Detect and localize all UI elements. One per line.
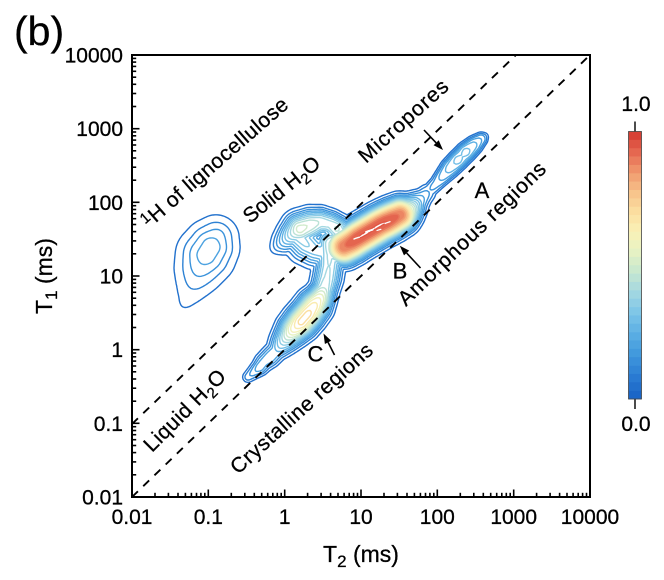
svg-text:C: C	[308, 342, 324, 367]
svg-text:A: A	[475, 178, 490, 203]
svg-text:10000: 10000	[561, 506, 619, 529]
svg-text:1: 1	[111, 339, 123, 362]
svg-text:0.01: 0.01	[82, 487, 123, 510]
svg-text:0.1: 0.1	[194, 506, 223, 529]
svg-text:B: B	[393, 259, 408, 284]
svg-text:10000: 10000	[65, 45, 123, 68]
svg-text:0.1: 0.1	[94, 413, 123, 436]
svg-text:T1 (ms): T1 (ms)	[31, 238, 61, 314]
svg-text:T2 (ms): T2 (ms)	[323, 541, 399, 571]
svg-text:0.01: 0.01	[112, 506, 153, 529]
svg-text:1: 1	[279, 506, 291, 529]
svg-text:0.0: 0.0	[621, 413, 650, 436]
svg-text:1000: 1000	[490, 506, 537, 529]
svg-text:10: 10	[100, 266, 123, 289]
svg-text:100: 100	[88, 192, 123, 215]
svg-text:10: 10	[349, 506, 372, 529]
svg-text:(b): (b)	[14, 8, 64, 54]
svg-text:100: 100	[420, 506, 455, 529]
svg-text:1.0: 1.0	[621, 93, 650, 116]
svg-text:1000: 1000	[76, 118, 123, 141]
